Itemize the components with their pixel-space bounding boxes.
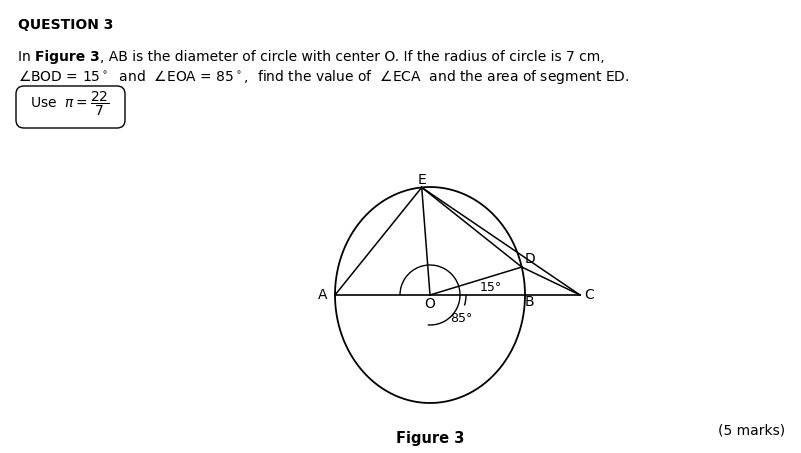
Text: Figure 3: Figure 3 [396,431,465,446]
Text: , AB is the diameter of circle with center O. If the radius of circle is 7 cm,: , AB is the diameter of circle with cent… [100,50,605,64]
Text: O: O [425,298,436,312]
Text: In: In [18,50,35,64]
Text: Use  $\pi = \dfrac{22}{7}$: Use $\pi = \dfrac{22}{7}$ [30,90,110,118]
Text: D: D [525,252,536,266]
Text: $\angle$BOD = 15$^\circ$  and  $\angle$EOA = 85$^\circ$,  find the value of  $\a: $\angle$BOD = 15$^\circ$ and $\angle$EOA… [18,68,630,86]
Text: QUESTION 3: QUESTION 3 [18,18,114,32]
Text: A: A [318,288,328,302]
Text: 85°: 85° [449,312,472,325]
Text: 15°: 15° [480,281,501,294]
Text: E: E [417,173,426,187]
Text: C: C [585,288,594,302]
Text: Figure 3: Figure 3 [35,50,100,64]
Text: (5 marks): (5 marks) [718,424,785,438]
Text: B: B [525,294,534,308]
